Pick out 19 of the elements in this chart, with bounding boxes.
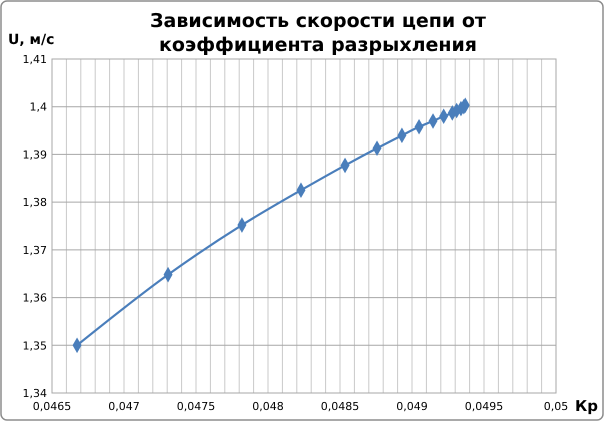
x-tick-label: 0,0465 [32, 400, 72, 413]
x-tick-label: 0,047 [108, 400, 140, 413]
chart-title: Зависимость скорости цепи от коэффициента разрыхления [150, 10, 486, 56]
y-tick-label: 1,41 [22, 53, 47, 66]
x-tick-label: 0,05 [544, 400, 568, 413]
y-tick-label: 1,37 [22, 244, 47, 257]
x-tick-label: 0,0475 [176, 400, 216, 413]
y-tick-label: 1,39 [22, 148, 47, 162]
y-tick-label: 1,4 [30, 100, 47, 114]
y-tick-label: 1,34 [22, 387, 47, 400]
x-tick-label: 0,0495 [464, 400, 504, 413]
y-tick-label: 1,35 [22, 339, 47, 352]
x-tick-label: 0,0485 [320, 400, 360, 413]
x-tick-label: 0,049 [396, 400, 428, 413]
x-axis-title: Кр [575, 397, 598, 415]
y-tick-label: 1,38 [22, 196, 47, 210]
y-axis-title: U, м/с [8, 32, 54, 48]
y-tick-label: 1,36 [22, 292, 47, 305]
x-tick-label: 0,048 [252, 400, 284, 413]
